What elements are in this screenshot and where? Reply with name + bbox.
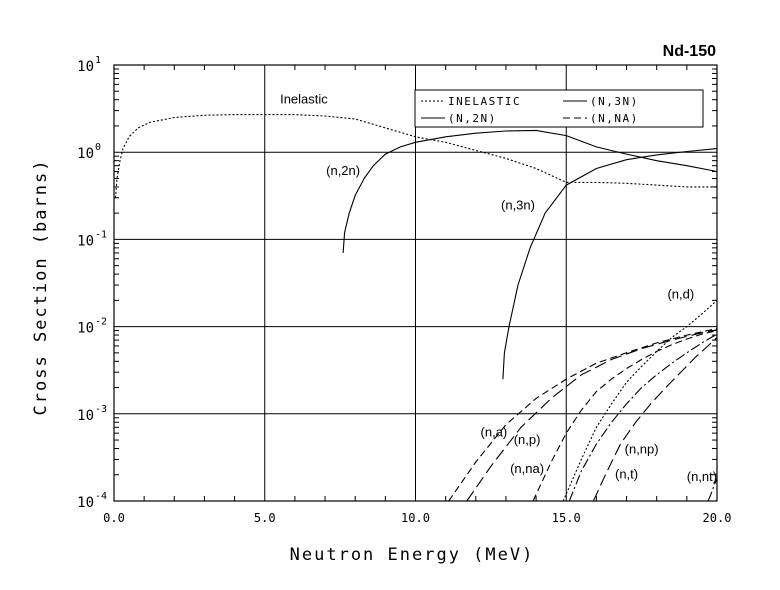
series-line-inelastic <box>114 114 717 198</box>
series-line-n-2n <box>342 129 718 253</box>
y-tick-label: 10 <box>77 233 94 249</box>
y-tick-exponent: -2 <box>95 317 107 328</box>
series-line-n-na <box>532 330 718 502</box>
x-tick-label: 0.0 <box>103 511 125 525</box>
series-line-n-3n <box>502 148 718 380</box>
annotation-label: (n,p) <box>514 432 541 447</box>
legend-label: INELASTIC <box>448 95 521 108</box>
legend-label: (N,NA) <box>590 112 639 125</box>
chart-title: Nd-150 <box>663 43 716 60</box>
annotation-label: (n,2n) <box>326 163 360 178</box>
legend-box <box>414 89 704 128</box>
legend-label: (N,3N) <box>590 95 639 108</box>
grid <box>113 64 718 502</box>
y-axis-label: Cross Section (barns) <box>31 159 51 416</box>
legend-label: (N,2N) <box>448 112 497 125</box>
x-axis-label: Neutron Energy (MeV) <box>290 545 535 565</box>
annotation-label: (n,3n) <box>501 198 535 213</box>
y-tick-label: 10 <box>77 59 94 75</box>
series-line-n-d <box>562 299 718 502</box>
annotation-label: (n,np) <box>625 442 659 457</box>
y-tick-exponent: -4 <box>95 491 107 502</box>
series-line-n-t <box>592 337 718 502</box>
x-tick-label: 10.0 <box>401 511 430 525</box>
annotation-label: (n,a) <box>481 424 508 439</box>
y-tick-label: 10 <box>77 408 94 424</box>
series-line-n-a <box>448 327 718 502</box>
y-tick-exponent: -1 <box>95 229 107 240</box>
series-line-n-nt <box>707 478 718 502</box>
y-tick-label: 10 <box>77 321 94 337</box>
x-tick-label: 20.0 <box>703 511 732 525</box>
series-group <box>114 114 718 502</box>
annotation-label: (n,nt) <box>687 469 717 484</box>
legend: INELASTIC (N,3N) (N,2N) (N,NA) <box>414 89 704 128</box>
y-tick-exponent: 0 <box>95 142 101 153</box>
y-tick-exponent: 1 <box>95 55 101 66</box>
annotation-label: Inelastic <box>280 92 328 107</box>
x-tick-label: 5.0 <box>254 511 276 525</box>
series-line-n-p <box>466 329 718 502</box>
annotation-label: (n,na) <box>510 461 544 476</box>
series-line-n-np <box>568 333 718 502</box>
x-tick-label: 15.0 <box>552 511 581 525</box>
y-tick-exponent: -3 <box>95 404 107 415</box>
annotation-label: (n,d) <box>667 287 694 302</box>
y-tick-label: 10 <box>77 495 94 511</box>
y-tick-label: 10 <box>77 146 94 162</box>
annotations: Inelastic (n,2n) (n,3n) (n,d) (n,a) (n,p) (n,n… <box>280 92 717 484</box>
annotation-label: (n,t) <box>615 467 638 482</box>
